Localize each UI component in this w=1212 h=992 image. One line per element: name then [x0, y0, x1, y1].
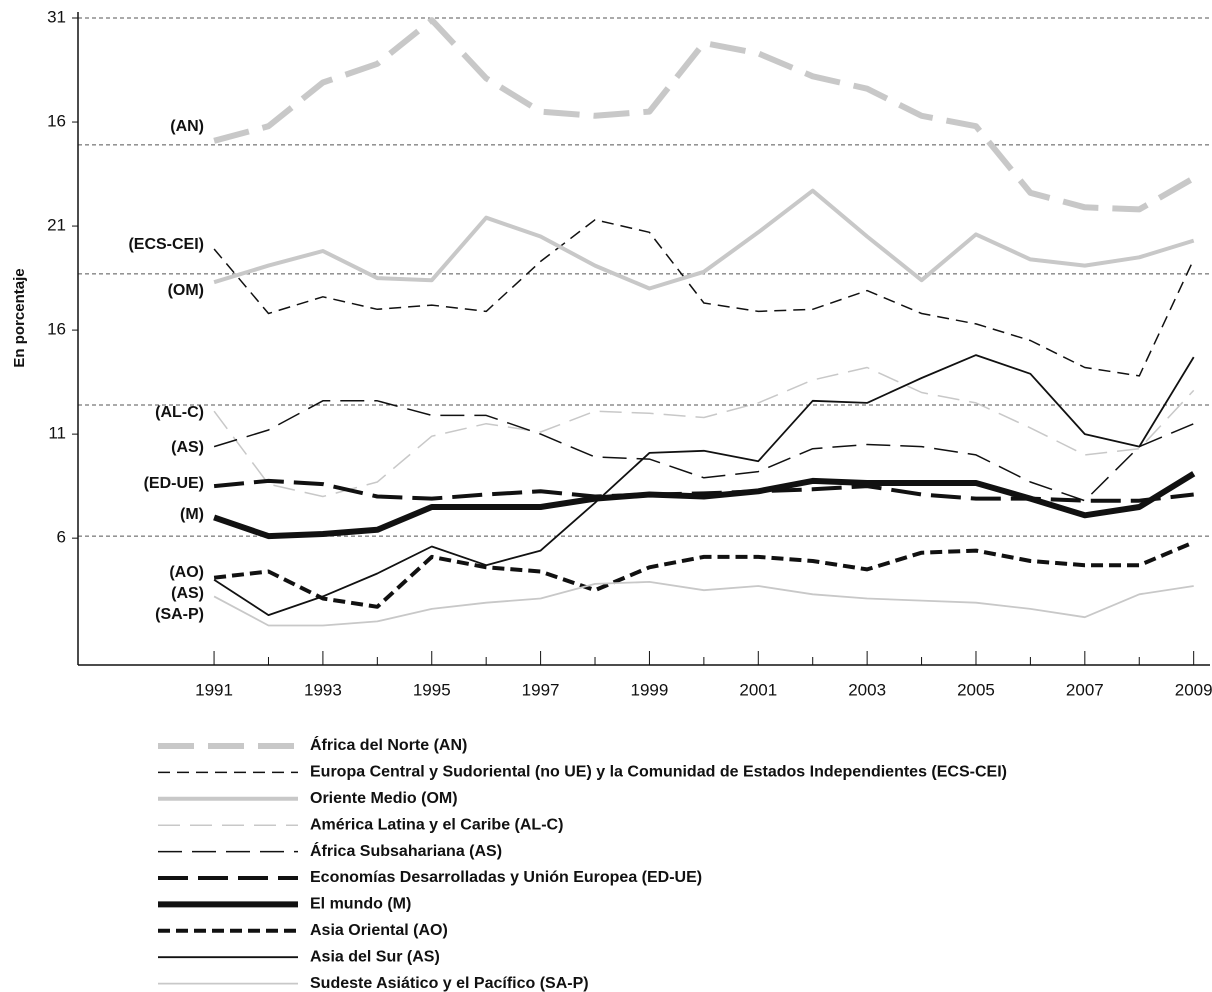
legend-label: África Subsahariana (AS)	[310, 841, 502, 860]
legend-label: El mundo (M)	[310, 896, 411, 913]
y-tick-label: 21	[47, 216, 66, 235]
y-axis-label: En porcentaje	[11, 268, 28, 367]
legend-label: Europa Central y Sudoriental (no UE) y l…	[310, 764, 1007, 781]
legend-label: África del Norte (AN)	[310, 735, 467, 754]
series-line	[213, 219, 1195, 377]
x-tick-label: 1993	[304, 680, 342, 699]
x-tick-label: 2007	[1066, 680, 1104, 699]
series-line	[213, 188, 1195, 291]
legend-label: Oriente Medio (OM)	[310, 790, 458, 807]
legend-label: Sudeste Asiático y el Pacífico (SA-P)	[310, 975, 589, 992]
legend-label: América Latina y el Caribe (AL-C)	[310, 816, 563, 833]
series-annotation: (SA-P)	[155, 606, 204, 623]
x-tick-label: 1991	[195, 680, 233, 699]
series-line	[213, 354, 1195, 616]
y-tick-label: 16	[47, 112, 66, 131]
y-tick-label: 16	[47, 320, 66, 339]
legend-label: Asia Oriental (AO)	[310, 922, 448, 939]
x-tick-label: 1999	[631, 680, 669, 699]
y-tick-label: 11	[48, 424, 66, 443]
y-tick-label: 31	[47, 7, 66, 26]
y-tick-label: 6	[57, 528, 66, 547]
x-tick-label: 2003	[848, 680, 886, 699]
series-line	[213, 540, 1195, 609]
x-tick-label: 1997	[522, 680, 560, 699]
series-annotation: (AL-C)	[155, 404, 204, 421]
series-annotation: (AS)	[171, 439, 204, 456]
series-line	[213, 366, 1195, 498]
legend-label: Economías Desarrolladas y Unión Europea …	[310, 869, 702, 886]
x-tick-label: 2005	[957, 680, 995, 699]
series-annotation: (M)	[180, 506, 204, 523]
series-annotation: (AN)	[170, 118, 204, 135]
series-annotation: (AO)	[169, 564, 204, 581]
legend-label: Asia del Sur (AS)	[310, 948, 440, 965]
series-annotation: (ED-UE)	[144, 475, 204, 492]
series-annotation: (AS)	[171, 585, 204, 602]
series-line	[213, 17, 1196, 213]
series-line	[213, 581, 1194, 627]
series-annotation: (ECS-CEI)	[128, 236, 204, 253]
x-tick-label: 2009	[1175, 680, 1212, 699]
x-tick-label: 1995	[413, 680, 451, 699]
series-annotation: (OM)	[168, 282, 204, 299]
series-line	[213, 471, 1196, 540]
series-line	[213, 400, 1194, 502]
x-tick-label: 2001	[739, 680, 777, 699]
